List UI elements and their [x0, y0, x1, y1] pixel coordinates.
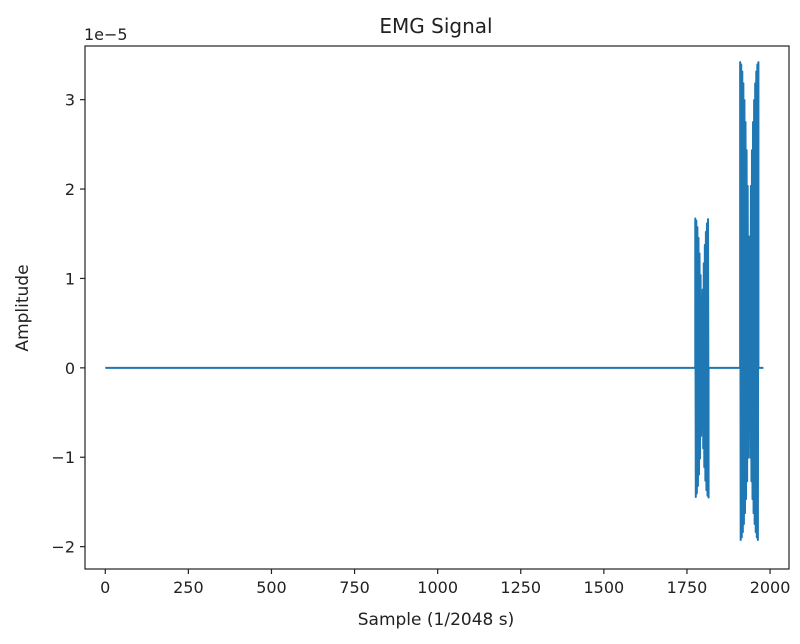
y-tick-label: 0 — [65, 359, 75, 378]
x-tick-label: 1250 — [500, 578, 541, 597]
x-axis-title: Sample (1/2048 s) — [358, 610, 514, 630]
emg-signal-line — [105, 61, 764, 542]
x-tick-label: 0 — [100, 578, 110, 597]
x-tick-label: 500 — [256, 578, 287, 597]
y-axis-title: Amplitude — [13, 264, 33, 351]
y-offset-label: 1e−5 — [84, 25, 128, 44]
y-tick-label: 1 — [65, 269, 75, 288]
y-tick-label: 3 — [65, 91, 75, 110]
x-tick-label: 750 — [339, 578, 370, 597]
y-tick-label: −2 — [51, 538, 75, 557]
x-tick-label: 250 — [173, 578, 204, 597]
x-tick-label: 2000 — [750, 578, 791, 597]
x-axis: 0 250 500 750 1000 1250 1500 1750 2000 — [100, 569, 790, 597]
y-tick-label: −1 — [51, 448, 75, 467]
chart-title: EMG Signal — [379, 14, 492, 38]
x-tick-label: 1750 — [667, 578, 708, 597]
y-axis: −2 −1 0 1 2 3 — [51, 91, 85, 557]
x-tick-label: 1000 — [417, 578, 458, 597]
y-tick-label: 2 — [65, 180, 75, 199]
x-tick-label: 1500 — [583, 578, 624, 597]
plot-area — [105, 61, 764, 542]
plot-frame — [84, 45, 790, 570]
